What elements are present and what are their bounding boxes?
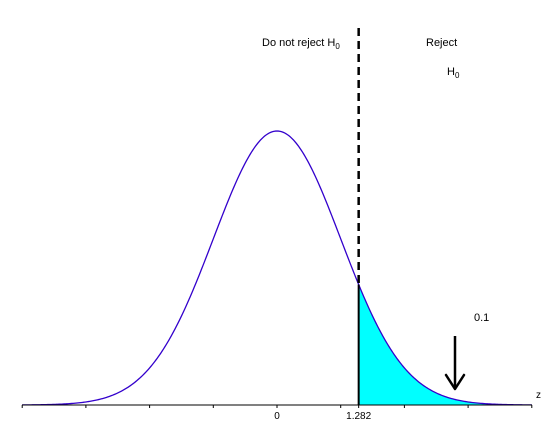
tail-area-value-label: 0.1 [474,312,489,324]
reject-h0-label: H0 [447,66,460,80]
z-axis-ticks [21,405,533,408]
tick-label-critical-value: 1.282 [346,411,371,422]
do-not-reject-label: Do not reject H0 [262,37,340,51]
reject-label: Reject [426,37,457,49]
normal-density-curve [22,130,532,406]
axis-name-z: z [536,390,541,401]
down-arrow-icon [444,336,466,391]
rejection-region-area [358,284,532,405]
tick-label-zero: 0 [274,411,280,422]
